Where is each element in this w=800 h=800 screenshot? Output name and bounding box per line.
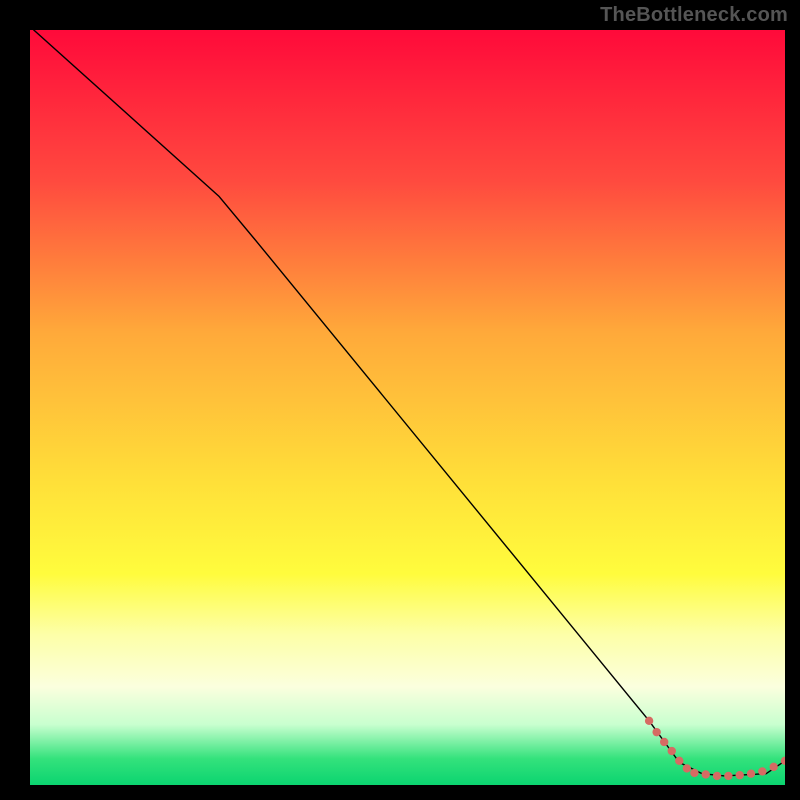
chart-container: TheBottleneck.com — [0, 0, 800, 800]
data-point — [724, 772, 732, 780]
data-point — [747, 769, 755, 777]
data-point — [652, 728, 660, 736]
chart-svg — [30, 30, 785, 785]
data-point — [769, 763, 777, 771]
data-point — [660, 738, 668, 746]
data-point — [690, 769, 698, 777]
data-point — [702, 770, 710, 778]
data-point — [758, 767, 766, 775]
data-point — [736, 771, 744, 779]
data-point — [683, 764, 691, 772]
data-point — [645, 717, 653, 725]
data-point — [675, 757, 683, 765]
data-point — [713, 772, 721, 780]
data-point — [668, 747, 676, 755]
gradient-background — [30, 30, 785, 785]
watermark-label: TheBottleneck.com — [600, 4, 788, 27]
plot-area — [30, 30, 785, 785]
